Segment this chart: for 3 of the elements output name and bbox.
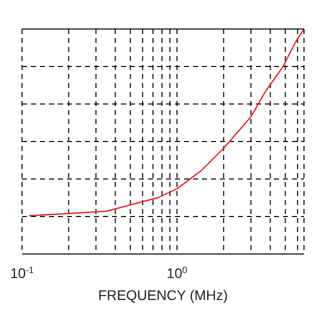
x-tick-label: 10$^{0}$ <box>166 265 188 281</box>
x-axis-title: FREQUENCY (MHz) <box>98 287 228 303</box>
x-tick-label: 10$^{-1}$ <box>10 265 34 281</box>
